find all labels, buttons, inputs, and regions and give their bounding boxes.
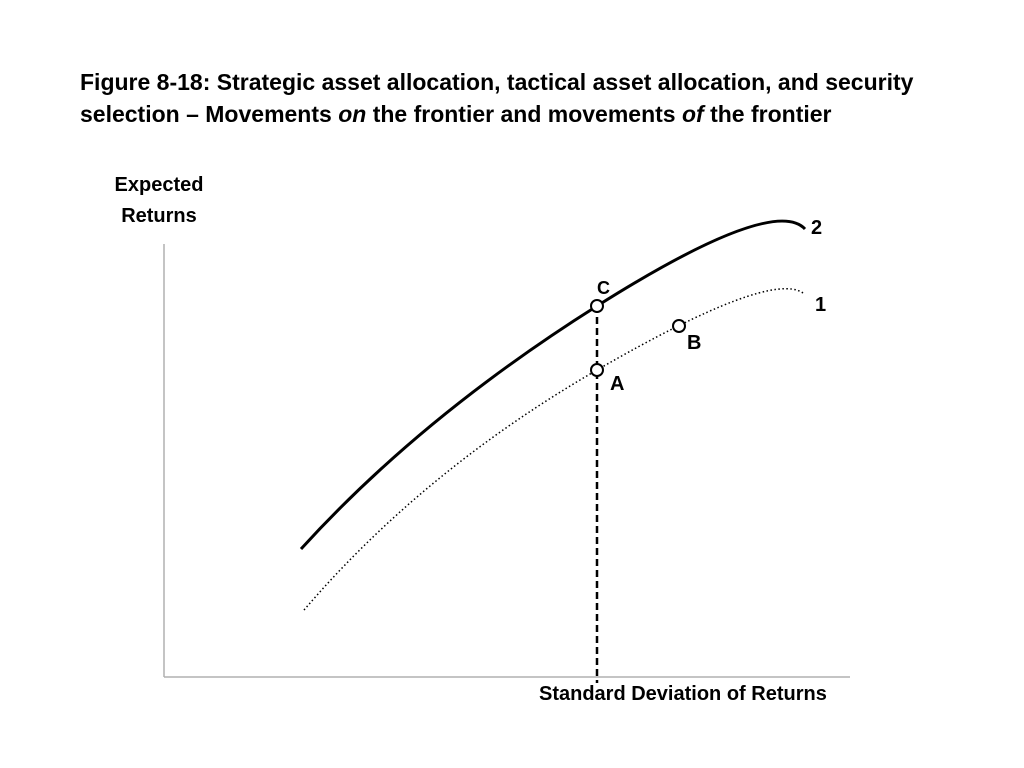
frontier-2-curve [299,219,807,551]
frontier-1-label: 1 [815,294,826,316]
title-emphasis-on: on [338,101,367,127]
title-text-2: the frontier and movements [366,101,682,127]
frontier-1-curve [303,287,804,611]
point-c-marker [590,299,604,313]
point-c-label: C [597,278,610,298]
y-axis-label: Expected Returns [96,170,222,232]
x-axis-label: Standard Deviation of Returns [539,683,827,705]
y-axis-label-line-1: Expected [114,174,204,196]
y-axis-label-line-2: Returns [121,205,197,227]
title-text-3: the frontier [703,101,832,127]
figure-title: Figure 8-18: Strategic asset allocation,… [80,66,960,130]
title-text-1: Figure 8-18: Strategic asset allocation,… [80,69,914,127]
title-emphasis-of: of [681,101,704,127]
point-a-marker [590,363,604,377]
point-b-marker [672,319,686,333]
frontier-2-label: 2 [811,217,822,239]
point-b-label: B [687,332,701,354]
point-a-label: A [610,373,624,395]
